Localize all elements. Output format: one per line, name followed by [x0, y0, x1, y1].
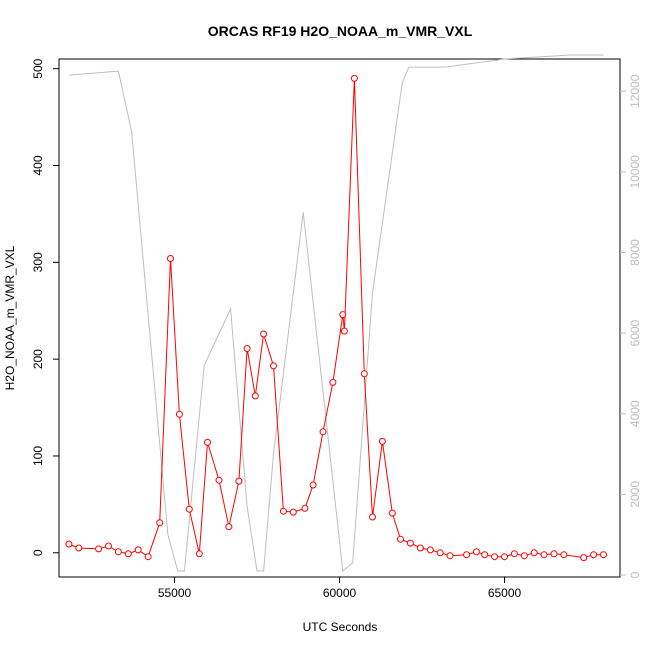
- series-0-point: [491, 553, 499, 561]
- series-0-point: [134, 546, 142, 554]
- series-0-point: [463, 551, 471, 559]
- series-0-point: [540, 551, 548, 559]
- y2-tick-label: 12000: [628, 74, 642, 108]
- y2-tick-label: 4000: [628, 400, 642, 427]
- series-0-point: [560, 551, 568, 559]
- series-0-point: [301, 504, 309, 512]
- series-0-point: [339, 311, 347, 319]
- series-0-point: [580, 554, 588, 562]
- x-tick-label: 65000: [488, 586, 522, 600]
- series-0-point: [260, 330, 268, 338]
- y2-tick-label: 0: [628, 571, 642, 578]
- y-tick-label: 300: [31, 252, 45, 272]
- series-1-line: [68, 54, 604, 572]
- series-0-line: [68, 78, 604, 559]
- series-0-point: [65, 540, 73, 548]
- y2-tick-label: 2000: [628, 481, 642, 508]
- series-0-point: [378, 437, 386, 445]
- series-0-point: [406, 539, 414, 547]
- series-0-point: [195, 550, 203, 558]
- series-0-point: [319, 428, 327, 436]
- series-0-point: [95, 545, 103, 553]
- series-0-point: [215, 476, 223, 484]
- series-0-point: [397, 535, 404, 543]
- series-0-point: [289, 508, 297, 516]
- series-0-point: [243, 345, 251, 352]
- x-tick-label: 55000: [158, 586, 192, 600]
- series-0-point: [550, 550, 558, 558]
- series-0-point: [225, 523, 233, 531]
- series-0-point: [501, 553, 508, 561]
- chart-title: ORCAS RF19 H2O_NOAA_m_VMR_VXL: [208, 23, 473, 39]
- series-0-point: [590, 551, 598, 559]
- series-0-point: [416, 544, 424, 552]
- series-0-point: [360, 370, 368, 378]
- y2-tick-label: 6000: [628, 319, 642, 346]
- series-0-point: [446, 552, 454, 560]
- plot-frame: [58, 58, 621, 578]
- y2-tick-label: 10000: [628, 155, 642, 189]
- series-0-point: [204, 438, 211, 446]
- series-0-point: [251, 392, 259, 400]
- series-0-point: [270, 362, 277, 370]
- x-axis-label: UTC Seconds: [303, 620, 378, 634]
- series-0-point: [156, 519, 164, 527]
- series-0-point: [329, 378, 337, 386]
- series-0-point: [436, 549, 444, 557]
- series-0-point: [520, 552, 528, 560]
- series-0-point: [600, 551, 607, 559]
- y-tick-label: 200: [31, 349, 45, 369]
- series-0-point: [279, 507, 287, 515]
- series-0-point: [369, 513, 376, 521]
- series-0-point: [167, 255, 174, 262]
- series-0-point: [481, 551, 489, 559]
- series-0-point: [144, 553, 152, 561]
- y-tick-label: 100: [31, 446, 45, 466]
- series-0-point: [175, 410, 183, 418]
- series-0-point: [472, 548, 480, 556]
- y2-tick-label: 8000: [628, 239, 642, 266]
- series-0-point: [340, 327, 348, 335]
- y-axis-label: H2O_NOAA_m_VMR_VXL: [3, 245, 17, 390]
- y-tick-label: 500: [31, 58, 45, 78]
- series-0-point: [105, 542, 112, 550]
- series-0-point: [388, 509, 396, 517]
- series-0-point: [235, 477, 243, 485]
- series-0-point: [309, 481, 317, 489]
- axis-layer: 55000 60000 65000 0 100 200 300 400 500 0 2000 4000…: [31, 58, 642, 600]
- series-0-point: [124, 550, 132, 558]
- series-layer: [65, 54, 607, 572]
- series-0-point: [75, 544, 83, 552]
- series-0-point: [114, 548, 122, 556]
- series-0-point: [350, 74, 358, 82]
- series-0-point: [530, 549, 538, 557]
- series-0-point: [426, 546, 434, 554]
- y-tick-label: 400: [31, 155, 45, 175]
- y-tick-label: 0: [31, 549, 45, 556]
- series-0-point: [185, 505, 193, 513]
- x-tick-label: 60000: [323, 586, 357, 600]
- series-0-point: [510, 550, 518, 558]
